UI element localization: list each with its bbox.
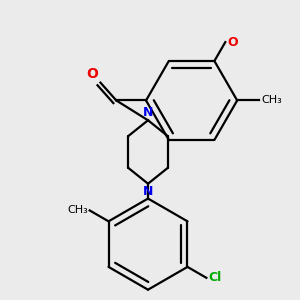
- Text: O: O: [227, 36, 238, 49]
- Text: CH₃: CH₃: [261, 95, 282, 106]
- Text: Cl: Cl: [208, 271, 222, 284]
- Text: N: N: [143, 185, 153, 198]
- Text: CH₃: CH₃: [67, 206, 88, 215]
- Text: N: N: [143, 106, 153, 119]
- Text: O: O: [87, 67, 98, 81]
